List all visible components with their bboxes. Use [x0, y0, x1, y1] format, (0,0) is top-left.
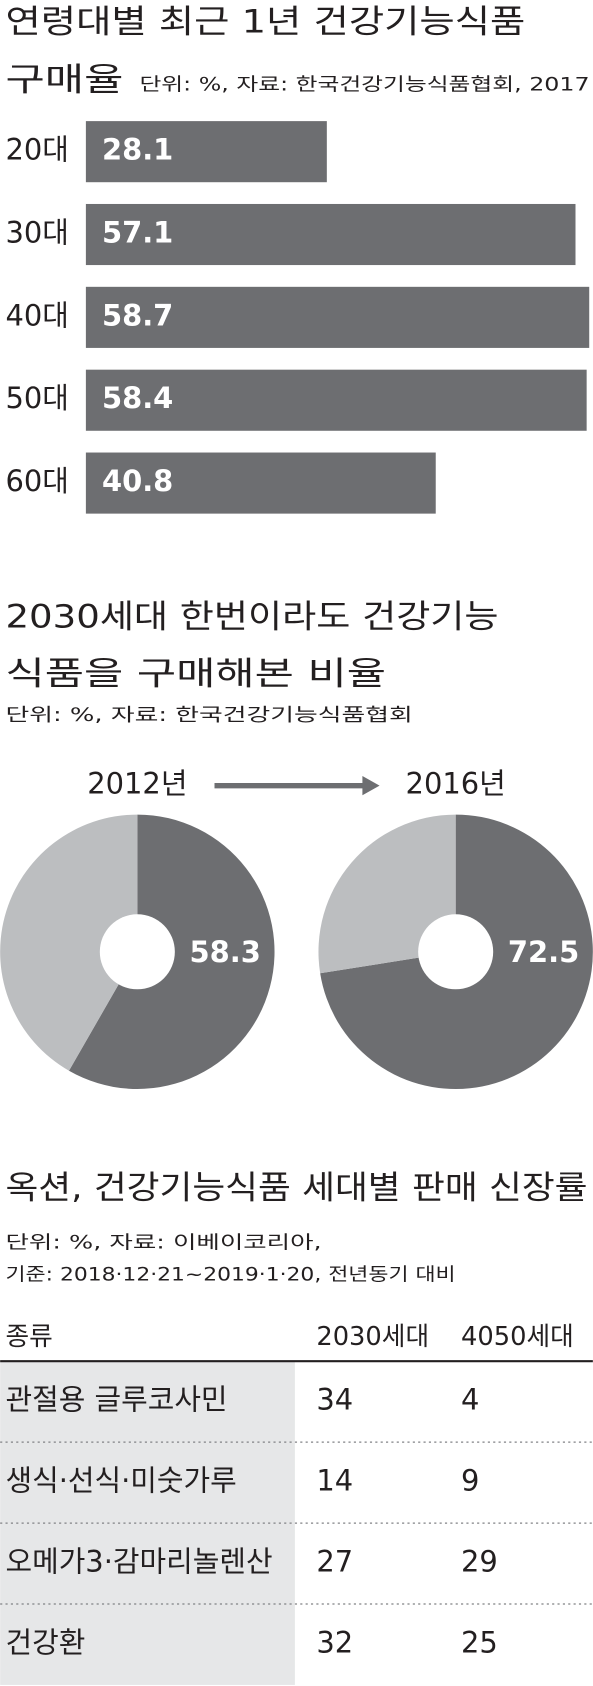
bar: [85, 121, 327, 183]
table-note: 단위: %, 자료: 이베이코리아,: [5, 1232, 321, 1253]
value-label: 28.1: [102, 133, 173, 167]
value-label: 58.3: [190, 935, 261, 969]
table-cell: 27: [316, 1545, 353, 1579]
bar: [85, 369, 587, 431]
table-cell: 34: [316, 1383, 353, 1417]
chart-title: 2030세대 한번이라도 건강기능: [5, 597, 498, 635]
column-header: 2030세대: [316, 1322, 429, 1352]
chart-title: 구매율: [5, 60, 123, 98]
table-cell: 건강환: [5, 1625, 85, 1659]
table-cell: 9: [461, 1464, 479, 1498]
row-shade: [0, 1523, 295, 1605]
donut-hole: [99, 914, 175, 990]
value-label: 57.1: [102, 216, 173, 250]
table-cell: 32: [316, 1625, 353, 1659]
column-header: 4050세대: [461, 1322, 574, 1352]
category-label: 60대: [5, 464, 68, 498]
pie-slice: [318, 814, 456, 974]
bar: [85, 452, 436, 514]
arrow-head: [362, 776, 380, 796]
value-label: 40.8: [102, 464, 173, 498]
donut-hole: [418, 914, 494, 990]
row-shade: [0, 1442, 295, 1524]
category-label: 30대: [5, 216, 68, 250]
column-header: 종류: [5, 1322, 52, 1352]
bar: [85, 203, 576, 266]
category-label: 20대: [5, 133, 68, 167]
table-title: 옥션, 건강기능식품 세대별 판매 신장률: [5, 1169, 587, 1207]
value-label: 58.7: [102, 298, 173, 332]
chart-subtitle: 단위: %, 자료: 한국건강기능식품협회: [5, 705, 412, 726]
chart-title: 식품을 구매해본 비율: [5, 654, 386, 692]
table-cell: 생식·선식·미숫가루: [5, 1464, 236, 1498]
value-label: 72.5: [508, 935, 579, 969]
row-shade: [0, 1604, 295, 1685]
table-cell: 14: [316, 1464, 353, 1498]
table-cell: 4: [461, 1383, 479, 1417]
chart-title: 연령대별 최근 1년 건강기능식품: [5, 3, 525, 41]
table-cell: 25: [461, 1625, 498, 1659]
table-cell: 관절용 글루코사민: [5, 1383, 227, 1417]
category-label: 50대: [5, 381, 68, 415]
category-label: 40대: [5, 298, 68, 332]
table-note: 기준: 2018·12·21~2019·1·20, 전년동기 대비: [5, 1264, 455, 1285]
pie-label: 2012년: [87, 767, 187, 801]
pie-slice: [0, 814, 138, 1071]
row-shade: [0, 1361, 295, 1443]
table-cell: 29: [461, 1545, 498, 1579]
chart-subtitle: 단위: %, 자료: 한국건강기능식품협회, 2017: [139, 75, 589, 96]
bar: [85, 286, 590, 348]
pie-label: 2016년: [406, 767, 506, 801]
table-cell: 오메가3·감마리놀렌산: [5, 1545, 272, 1579]
value-label: 58.4: [102, 381, 173, 415]
